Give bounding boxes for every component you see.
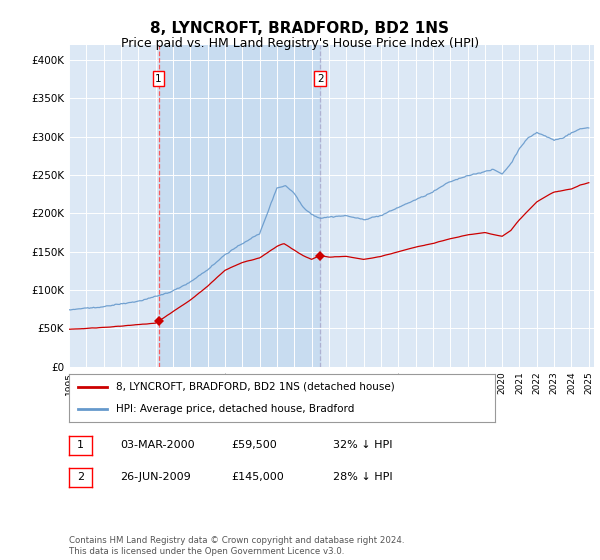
Text: HPI: Average price, detached house, Bradford: HPI: Average price, detached house, Brad… [116, 404, 354, 414]
Text: 28% ↓ HPI: 28% ↓ HPI [333, 472, 392, 482]
Text: Price paid vs. HM Land Registry's House Price Index (HPI): Price paid vs. HM Land Registry's House … [121, 37, 479, 50]
Text: 8, LYNCROFT, BRADFORD, BD2 1NS: 8, LYNCROFT, BRADFORD, BD2 1NS [151, 21, 449, 36]
Bar [158, 45, 320, 367]
Text: £145,000: £145,000 [231, 472, 284, 482]
Text: 03-MAR-2000: 03-MAR-2000 [120, 440, 194, 450]
Text: Contains HM Land Registry data © Crown copyright and database right 2024.
This d: Contains HM Land Registry data © Crown c… [69, 536, 404, 556]
Text: 8, LYNCROFT, BRADFORD, BD2 1NS (detached house): 8, LYNCROFT, BRADFORD, BD2 1NS (detached… [116, 382, 395, 392]
Text: 1: 1 [155, 73, 162, 83]
Text: 26-JUN-2009: 26-JUN-2009 [120, 472, 191, 482]
Text: 2: 2 [317, 73, 323, 83]
Text: 1: 1 [77, 440, 84, 450]
Text: £59,500: £59,500 [231, 440, 277, 450]
Text: 2: 2 [77, 472, 84, 482]
Text: 32% ↓ HPI: 32% ↓ HPI [333, 440, 392, 450]
